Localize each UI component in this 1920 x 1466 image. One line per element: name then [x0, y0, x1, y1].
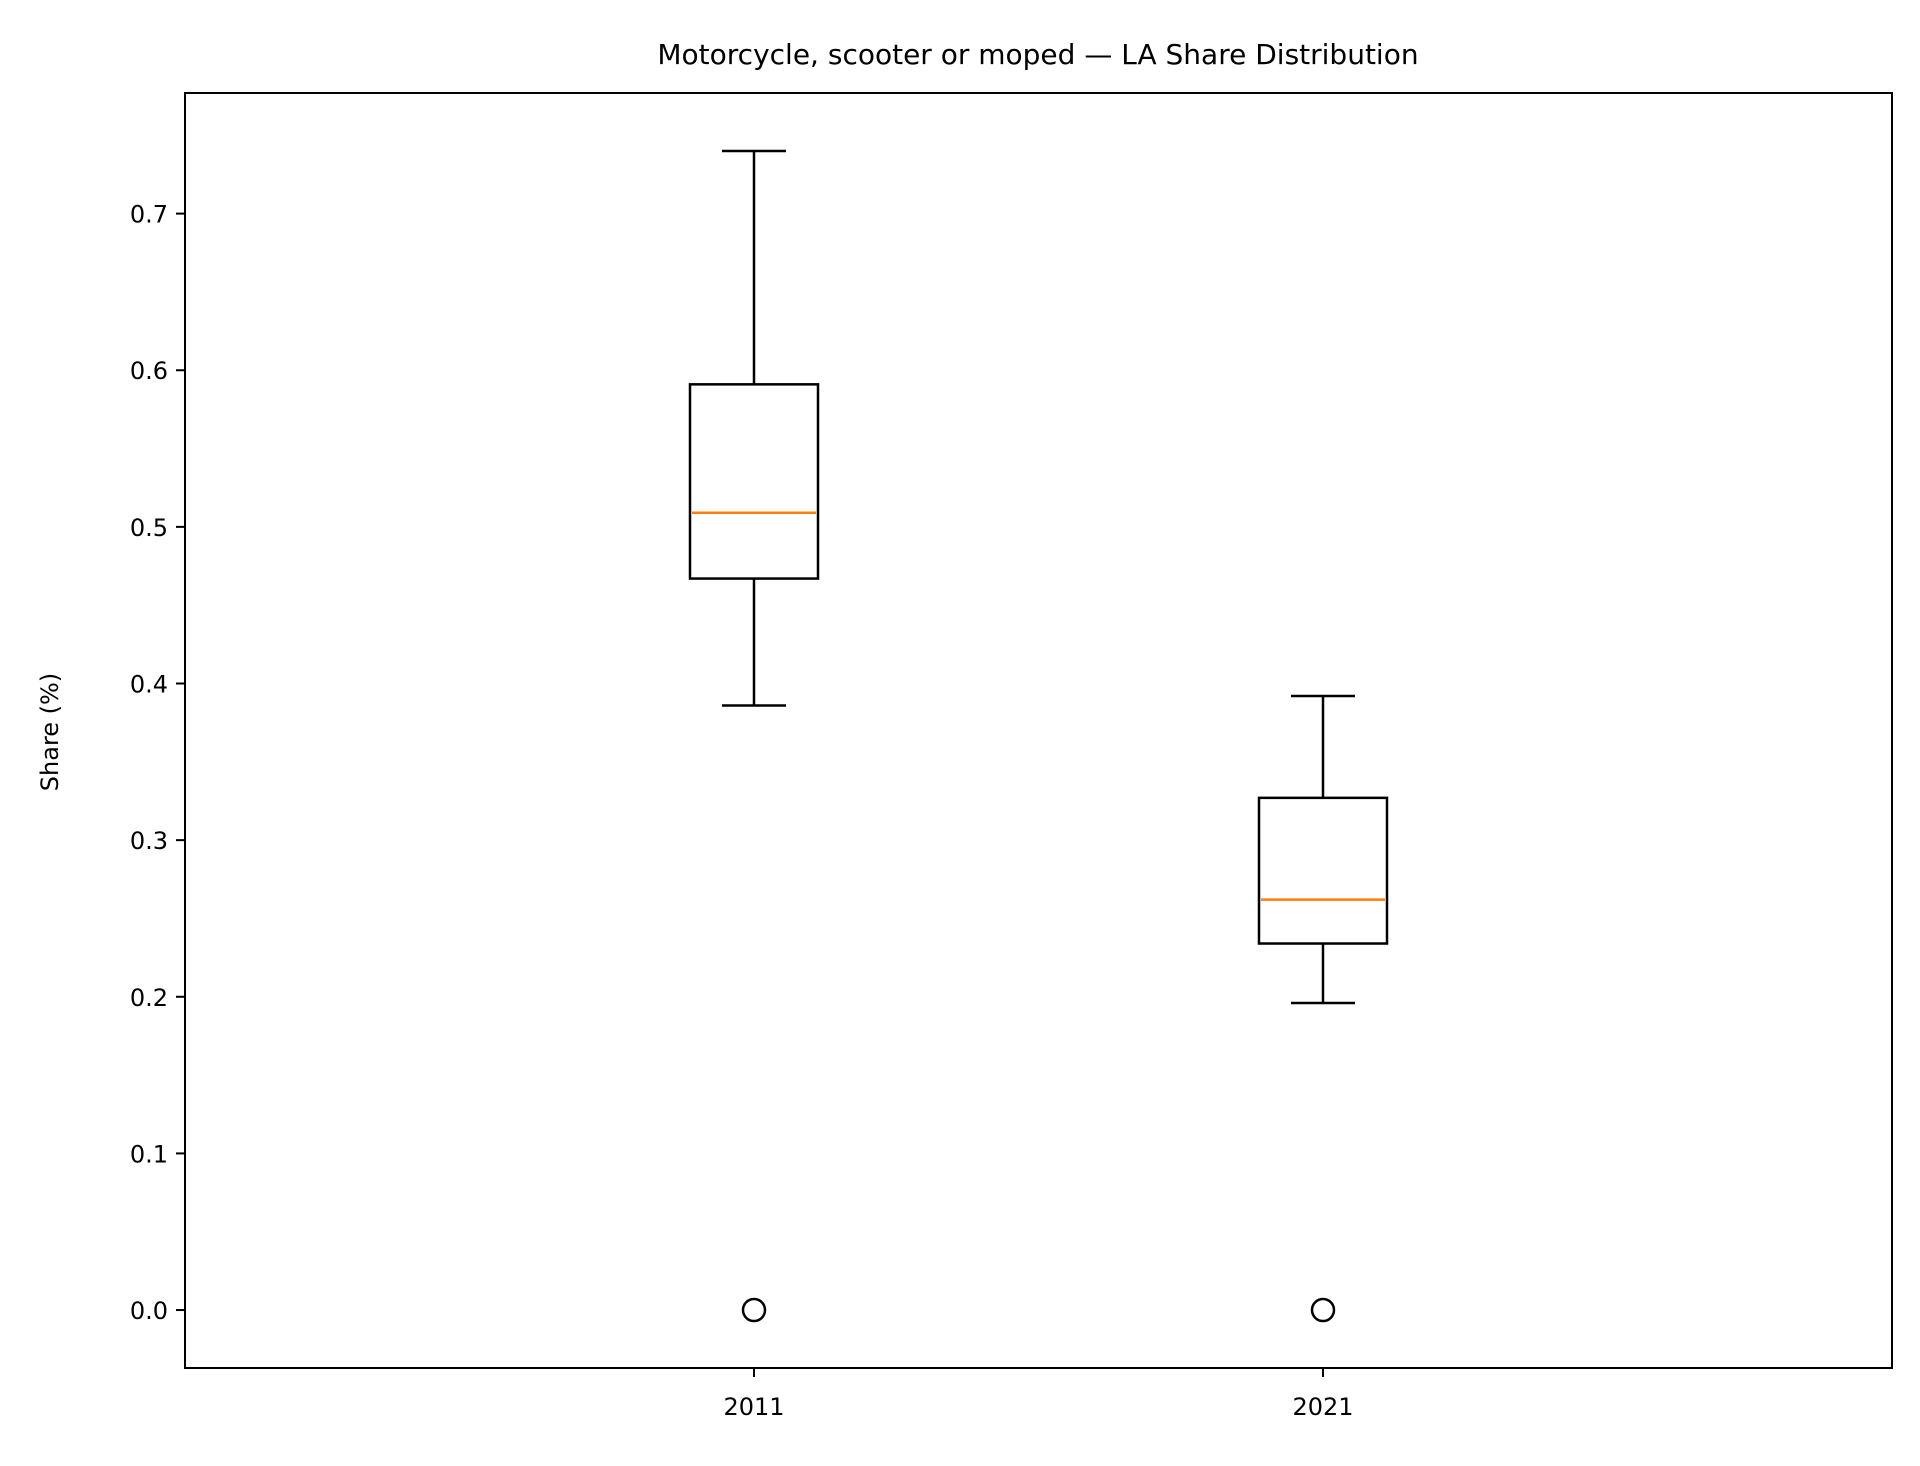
y-tick-label: 0.3 [130, 827, 168, 855]
outlier-point [1310, 1297, 1336, 1323]
y-tick-label: 0.6 [130, 357, 168, 385]
x-tick-label: 2011 [723, 1393, 784, 1421]
plot-area: 0.0 0.1 0.2 0.3 0.4 0.5 0.6 0.7 2011 2021 [130, 149, 1389, 1421]
y-axis-label: Share (%) [36, 673, 64, 791]
y-tick-label: 0.4 [130, 671, 168, 699]
chart-title: Motorcycle, scooter or moped — LA Share … [657, 38, 1418, 71]
box-iqr [1257, 796, 1389, 945]
x-tick-label: 2021 [1292, 1393, 1353, 1421]
y-tick-label: 0.1 [130, 1140, 168, 1168]
box-iqr [688, 383, 820, 580]
y-tick-label: 0.2 [130, 984, 168, 1012]
y-tick-label: 0.5 [130, 514, 168, 542]
y-tick-label: 0.0 [130, 1297, 168, 1325]
outlier-point [741, 1297, 767, 1323]
axes-frame [184, 92, 1893, 1369]
y-tick-label: 0.7 [130, 201, 168, 229]
